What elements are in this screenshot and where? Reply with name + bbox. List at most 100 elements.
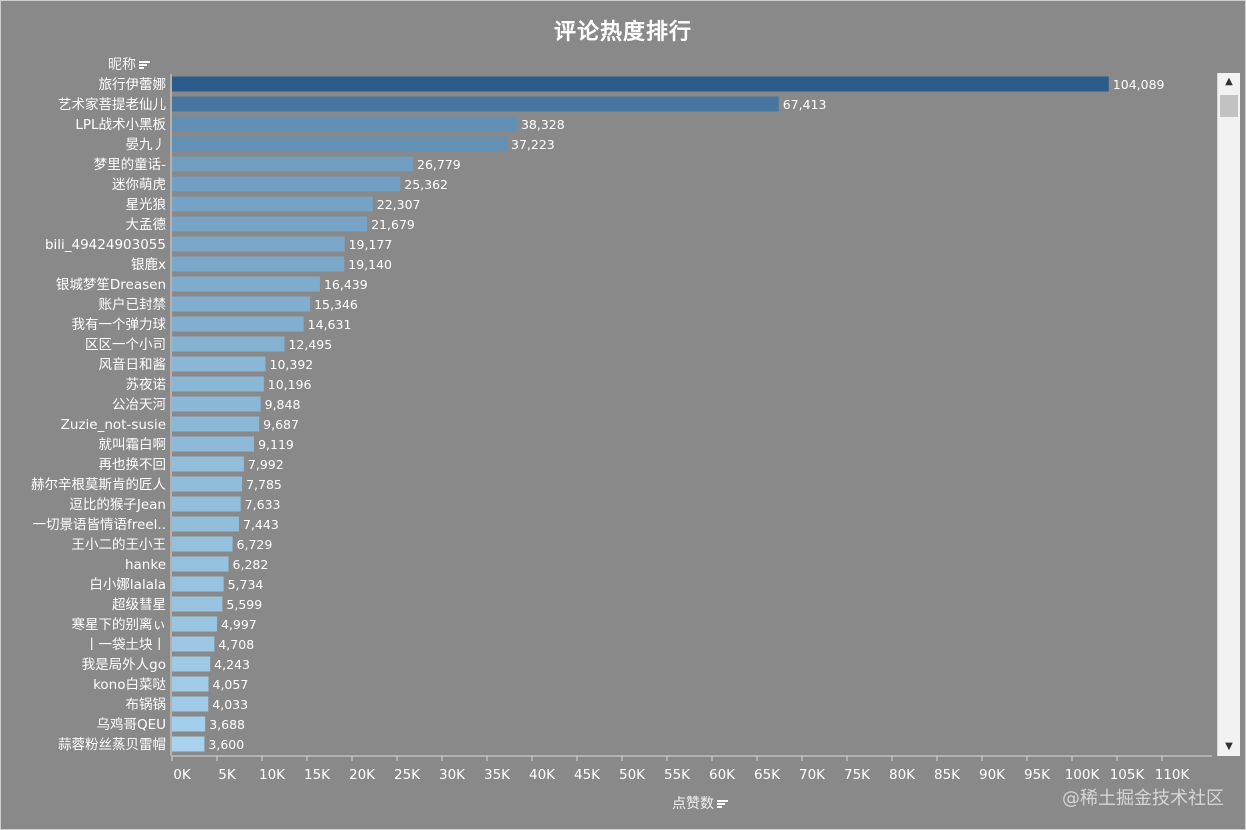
- category-label: 星光狼: [126, 197, 167, 213]
- bar[interactable]: [172, 636, 215, 652]
- category-label: 逗比的猴子Jean: [69, 497, 166, 513]
- vertical-scrollbar[interactable]: ▲ ▼: [1217, 73, 1240, 756]
- bar[interactable]: [172, 176, 401, 192]
- chart-title: 评论热度排行: [553, 20, 692, 45]
- bar[interactable]: [172, 356, 266, 372]
- bar[interactable]: [172, 536, 233, 552]
- category-label: 赫尔辛根莫斯肯的匠人: [31, 477, 166, 493]
- bar[interactable]: [172, 376, 264, 392]
- value-label: 25,362: [404, 177, 448, 192]
- bar[interactable]: [172, 596, 223, 612]
- bar[interactable]: [172, 156, 414, 172]
- scroll-up-icon[interactable]: ▲: [1225, 76, 1233, 87]
- category-label: LPL战术小黑板: [75, 117, 166, 133]
- x-tick-label: 35K: [484, 767, 511, 783]
- bar[interactable]: [172, 96, 779, 112]
- category-label: 丨一袋土块丨: [85, 637, 166, 653]
- bar[interactable]: [172, 496, 241, 512]
- value-label: 4,243: [214, 657, 250, 672]
- x-tick-label: 30K: [439, 767, 466, 783]
- value-label: 7,992: [248, 457, 284, 472]
- value-label: 9,848: [265, 397, 301, 412]
- bar[interactable]: [172, 236, 345, 252]
- bar[interactable]: [172, 296, 311, 312]
- value-label: 19,140: [348, 257, 392, 272]
- bar[interactable]: [172, 696, 209, 712]
- value-label: 3,688: [209, 717, 245, 732]
- x-axis-title[interactable]: 点赞数: [640, 793, 760, 813]
- value-label: 4,997: [221, 617, 257, 632]
- category-label: 再也换不回: [99, 457, 167, 473]
- category-label: 风音日和酱: [99, 356, 167, 373]
- value-label: 104,089: [1113, 77, 1165, 92]
- scroll-down-icon[interactable]: ▼: [1225, 741, 1233, 752]
- x-tick-label: 85K: [934, 767, 961, 783]
- bar[interactable]: [172, 116, 517, 132]
- bar[interactable]: [172, 256, 345, 272]
- category-label: 王小二的王小王: [72, 537, 167, 553]
- value-label: 5,734: [228, 577, 264, 592]
- category-label: Zuzie_not-susie: [61, 417, 166, 433]
- value-label: 9,687: [263, 417, 299, 432]
- x-tick-label: 25K: [394, 767, 421, 783]
- value-label: 9,119: [258, 437, 294, 452]
- value-label: 10,392: [270, 357, 314, 372]
- bar[interactable]: [172, 516, 239, 532]
- category-label: 银鹿x: [131, 256, 166, 273]
- category-label: 寒星下的别离ぃ: [72, 616, 167, 633]
- x-tick-label: 15K: [304, 767, 331, 783]
- sort-icon[interactable]: [717, 799, 728, 809]
- bar[interactable]: [172, 656, 211, 672]
- bar[interactable]: [172, 476, 243, 492]
- category-label: 区区一个小司: [85, 337, 166, 353]
- bar[interactable]: [172, 216, 368, 232]
- x-tick-label: 40K: [529, 767, 556, 783]
- category-label: kono白菜哒: [93, 676, 166, 693]
- bar[interactable]: [172, 576, 224, 592]
- x-tick-label: 105K: [1110, 767, 1146, 783]
- bar[interactable]: [172, 676, 209, 692]
- bar[interactable]: [172, 136, 508, 152]
- bar[interactable]: [172, 456, 244, 472]
- category-label: 梦里的童话-: [94, 156, 166, 173]
- x-tick-label: 0K: [173, 767, 192, 783]
- bar[interactable]: [172, 396, 261, 412]
- value-label: 6,282: [233, 557, 269, 572]
- bar[interactable]: [172, 316, 304, 332]
- row-header-label: 昵称: [108, 57, 136, 73]
- scroll-thumb[interactable]: [1220, 95, 1238, 117]
- bar[interactable]: [172, 276, 320, 292]
- row-header[interactable]: 昵称: [60, 54, 150, 74]
- value-label: 15,346: [314, 297, 358, 312]
- x-tick-label: 80K: [889, 767, 916, 783]
- sort-icon[interactable]: [139, 60, 150, 70]
- bar[interactable]: [172, 436, 255, 452]
- bar[interactable]: [172, 556, 229, 572]
- x-tick-label: 60K: [709, 767, 736, 783]
- value-label: 16,439: [324, 277, 368, 292]
- x-tick-label: 100K: [1065, 767, 1101, 783]
- bar[interactable]: [172, 736, 205, 752]
- value-label: 7,443: [243, 517, 279, 532]
- x-tick-label: 45K: [574, 767, 601, 783]
- category-label: 公冶天河: [112, 397, 166, 413]
- value-label: 3,600: [208, 737, 244, 752]
- bar[interactable]: [172, 76, 1109, 92]
- bar[interactable]: [172, 196, 373, 212]
- x-axis-title-label: 点赞数: [672, 796, 714, 812]
- value-label: 7,633: [245, 497, 281, 512]
- value-label: 6,729: [237, 537, 273, 552]
- x-tick-label: 70K: [799, 767, 826, 783]
- value-label: 14,631: [308, 317, 352, 332]
- bar[interactable]: [172, 336, 285, 352]
- value-label: 26,779: [417, 157, 461, 172]
- category-label: 我是局外人go: [82, 657, 166, 673]
- category-label: 账户已封禁: [99, 296, 167, 313]
- value-label: 12,495: [288, 337, 332, 352]
- bar[interactable]: [172, 716, 206, 732]
- bar[interactable]: [172, 416, 260, 432]
- value-label: 5,599: [226, 597, 262, 612]
- bar[interactable]: [172, 616, 217, 632]
- category-label: 就叫霜白啊: [99, 437, 167, 453]
- value-label: 19,177: [349, 237, 393, 252]
